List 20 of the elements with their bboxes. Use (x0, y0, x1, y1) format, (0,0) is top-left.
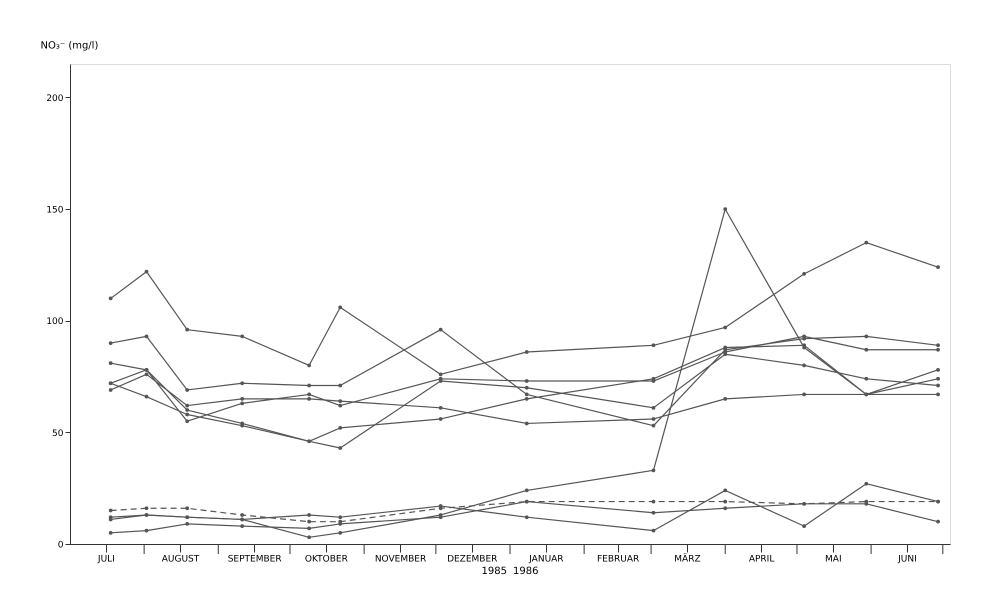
y-tick-label: 50 (52, 428, 64, 439)
x-tick-label: JANUAR (528, 554, 564, 564)
x-tick-label: JUNI (897, 554, 917, 564)
x-tick-label: DEZEMBER (447, 554, 498, 564)
text: 1986 (513, 566, 538, 577)
x-tick-label: FEBRUAR (596, 554, 640, 564)
x-tick-label: SEPTEMBER (228, 554, 282, 564)
y-tick-label: 100 (46, 317, 64, 328)
x-tick-label: JULI (96, 554, 115, 564)
x-tick-label: AUGUST (162, 554, 200, 564)
y-axis-title: NO₃⁻ (mg/l) (40, 40, 98, 52)
x-tick-label: MAI (825, 554, 842, 564)
y-tick-label: 200 (46, 94, 64, 104)
y-tick-label: 0 (58, 540, 64, 550)
x-tick-label: NOVEMBER (374, 554, 426, 564)
y-tick-label: 150 (46, 206, 64, 216)
x-tick-label: OKTOBER (304, 554, 348, 564)
text: 1985 (482, 566, 507, 577)
x-tick-label: MÄRZ (674, 552, 701, 564)
x-tick-label: APRIL (748, 554, 774, 564)
